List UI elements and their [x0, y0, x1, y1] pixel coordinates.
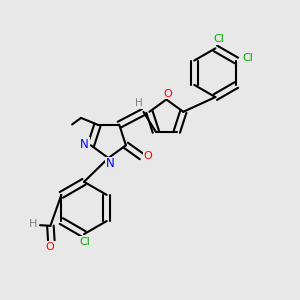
Text: O: O [46, 242, 54, 252]
Text: N: N [80, 138, 89, 151]
Text: Cl: Cl [213, 34, 224, 44]
Text: H: H [135, 98, 143, 108]
Text: O: O [164, 88, 172, 98]
Text: H: H [29, 219, 37, 229]
Text: N: N [106, 158, 114, 170]
Text: Cl: Cl [79, 236, 90, 247]
Text: Cl: Cl [242, 52, 253, 63]
Text: O: O [144, 151, 153, 160]
